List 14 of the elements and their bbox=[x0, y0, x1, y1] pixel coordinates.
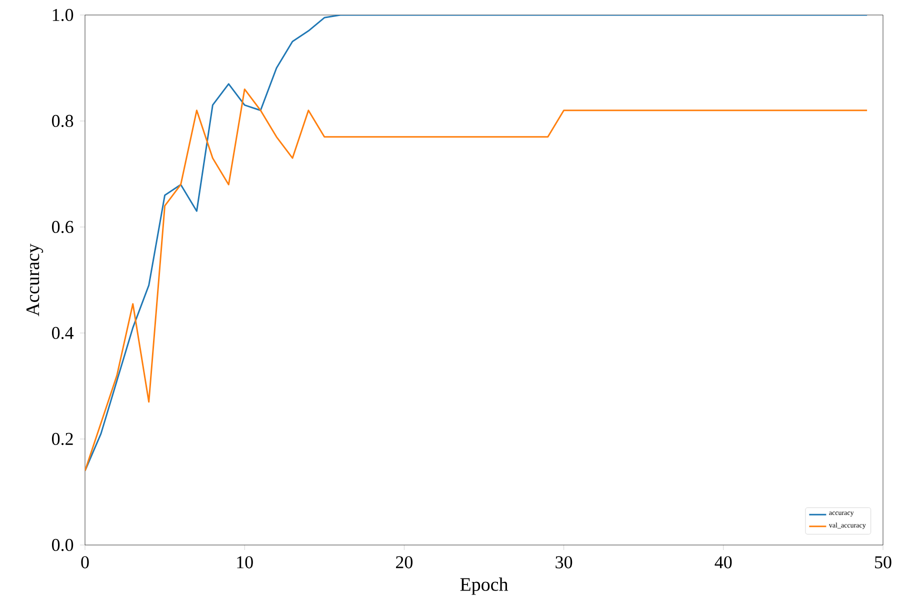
x-tick-label: 10 bbox=[237, 556, 253, 568]
x-axis-title: Epoch bbox=[460, 578, 508, 595]
y-tick-label: 0.0 bbox=[52, 538, 74, 552]
x-tick-label: 30 bbox=[556, 556, 572, 568]
y-tick-label: 0.6 bbox=[52, 220, 74, 234]
y-tick-label: 0.2 bbox=[52, 432, 73, 446]
x-tick-label: 20 bbox=[396, 556, 413, 568]
x-tick-label: 50 bbox=[875, 556, 892, 568]
y-tick-label: 0.4 bbox=[52, 326, 74, 340]
y-tick-label: 1.0 bbox=[52, 8, 74, 22]
x-tick-label: 40 bbox=[714, 556, 732, 568]
y-tick-label: 0.8 bbox=[52, 114, 74, 128]
y-axis-title: Accuracy bbox=[26, 244, 44, 316]
x-tick-label: 0 bbox=[81, 556, 89, 568]
